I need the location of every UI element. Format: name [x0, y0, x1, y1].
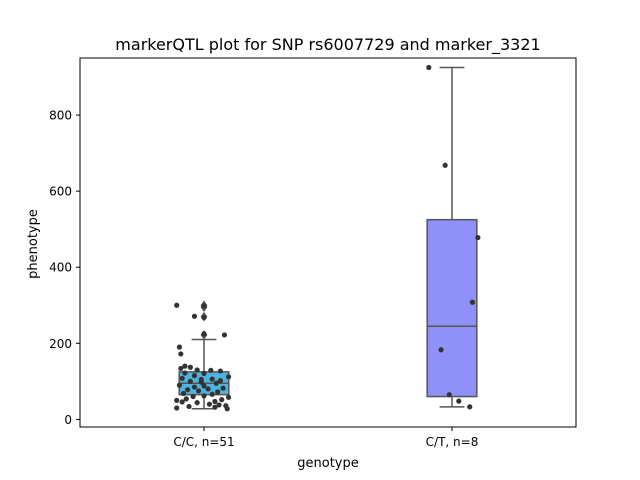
data-point	[186, 403, 192, 410]
y-tick-label: 600	[49, 185, 72, 199]
data-point	[201, 370, 207, 376]
data-point	[438, 347, 444, 353]
data-point	[183, 396, 189, 402]
data-point	[209, 391, 215, 397]
data-point	[190, 393, 196, 400]
x-tick-label: C/C, n=51	[173, 435, 234, 449]
data-point	[191, 373, 198, 379]
data-point	[179, 399, 185, 405]
data-point	[187, 364, 193, 370]
data-point	[212, 398, 218, 405]
data-point	[176, 382, 183, 388]
data-point	[180, 390, 187, 397]
x-tick-label: C/T, n=8	[426, 435, 479, 449]
data-point	[191, 313, 198, 319]
data-point	[216, 402, 222, 408]
data-point	[224, 406, 230, 412]
data-point	[225, 374, 232, 380]
data-point	[475, 234, 481, 241]
data-point	[205, 386, 211, 392]
data-point	[178, 351, 184, 357]
data-point	[442, 162, 448, 168]
data-point	[215, 389, 221, 395]
y-tick-label: 400	[49, 261, 72, 275]
data-point	[201, 383, 207, 389]
plot-area: 0 200 400 600 800 C/C, n=51 C/T, n=8	[49, 64, 481, 449]
data-point	[194, 400, 200, 406]
y-axis-label: phenotype	[26, 209, 41, 279]
data-point	[182, 370, 188, 376]
data-point	[195, 388, 202, 394]
data-point	[178, 365, 184, 372]
data-point	[191, 384, 198, 390]
data-point	[174, 405, 180, 411]
data-point	[220, 385, 226, 391]
y-tick-label: 0	[64, 413, 72, 427]
data-point	[206, 401, 213, 407]
data-point	[182, 363, 188, 369]
box-iqr	[426, 218, 478, 398]
data-point	[467, 404, 473, 410]
data-point	[219, 397, 225, 403]
axes-frame	[79, 57, 577, 428]
data-point	[174, 302, 180, 308]
y-tick-label: 800	[49, 109, 72, 123]
data-point	[209, 376, 215, 382]
data-point	[208, 367, 214, 373]
data-point	[217, 377, 223, 384]
data-point	[194, 367, 200, 373]
y-tick-label: 200	[49, 337, 72, 351]
data-point	[174, 397, 180, 403]
data-point	[179, 375, 185, 381]
data-point	[201, 303, 207, 309]
data-point	[446, 392, 452, 398]
data-point	[469, 299, 476, 305]
chart-title: markerQTL plot for SNP rs6007729 and mar…	[115, 35, 540, 55]
data-point	[201, 393, 207, 399]
data-point	[185, 387, 191, 393]
data-point	[426, 64, 432, 71]
data-point	[225, 394, 232, 400]
data-point	[221, 332, 228, 338]
data-point	[201, 314, 207, 321]
data-point	[198, 376, 204, 383]
data-point	[456, 398, 462, 404]
data-point	[217, 368, 223, 374]
data-point	[187, 378, 193, 384]
data-point	[213, 380, 219, 386]
data-point	[212, 404, 218, 410]
data-point	[176, 344, 183, 350]
x-axis-label: genotype	[297, 456, 358, 471]
data-point	[201, 331, 207, 337]
